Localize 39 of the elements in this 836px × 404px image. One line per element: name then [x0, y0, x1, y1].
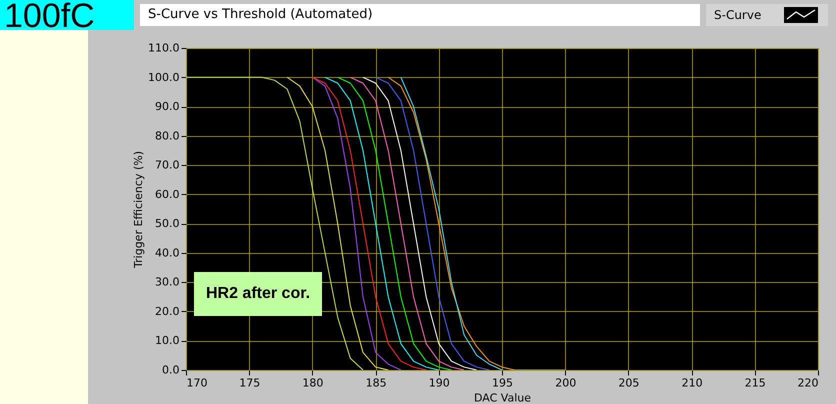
y-tick-label: 50.0	[155, 217, 180, 230]
y-tick-label: 100.0	[148, 70, 180, 84]
x-tick-label: 195	[492, 376, 513, 390]
line-series	[400, 76, 502, 370]
line-series	[362, 76, 478, 370]
line-series	[388, 76, 566, 370]
text: S-Curve	[714, 7, 762, 24]
y-tick-label: 80.0	[155, 129, 180, 142]
text: 100fC	[3, 0, 96, 35]
line-series	[312, 76, 427, 370]
line-series	[312, 76, 402, 370]
x-tick-label: 215	[744, 376, 766, 390]
annotation: HR2 after cor.	[194, 272, 322, 316]
y-tick-label: 10.0	[155, 334, 180, 348]
x-tick-label: 200	[555, 376, 576, 390]
y-tick-label: 20.0	[155, 304, 180, 318]
line-series	[350, 76, 465, 370]
x-tick-label: 190	[428, 376, 450, 390]
line-series	[186, 76, 364, 370]
x-tick-label: 170	[186, 376, 208, 390]
x-axis-title: DAC Value	[474, 392, 532, 404]
y-tick-label: 40.0	[155, 246, 180, 260]
y-tick-label: 70.0	[155, 158, 180, 172]
y-tick-label: 110.0	[148, 42, 180, 54]
x-tick-label: 220	[798, 376, 818, 390]
x-tick-label: 205	[618, 376, 640, 390]
chart-title: S-Curve vs Threshold (Automated)	[140, 4, 700, 26]
line-series	[375, 76, 490, 370]
x-tick-label: 180	[302, 376, 324, 390]
y-tick-label: 60.0	[155, 188, 180, 201]
y-axis-title: Trigger Efficiency (%)	[132, 151, 146, 269]
y-tick-label: 0.0	[162, 364, 180, 376]
x-tick-label: 185	[366, 376, 387, 390]
line-series	[324, 76, 440, 370]
y-tick-label: 90.0	[155, 100, 180, 114]
line-series	[337, 76, 452, 370]
x-tick-label: 210	[682, 376, 703, 390]
x-tick-label: 175	[239, 376, 260, 390]
y-tick-label: 30.0	[155, 276, 180, 289]
